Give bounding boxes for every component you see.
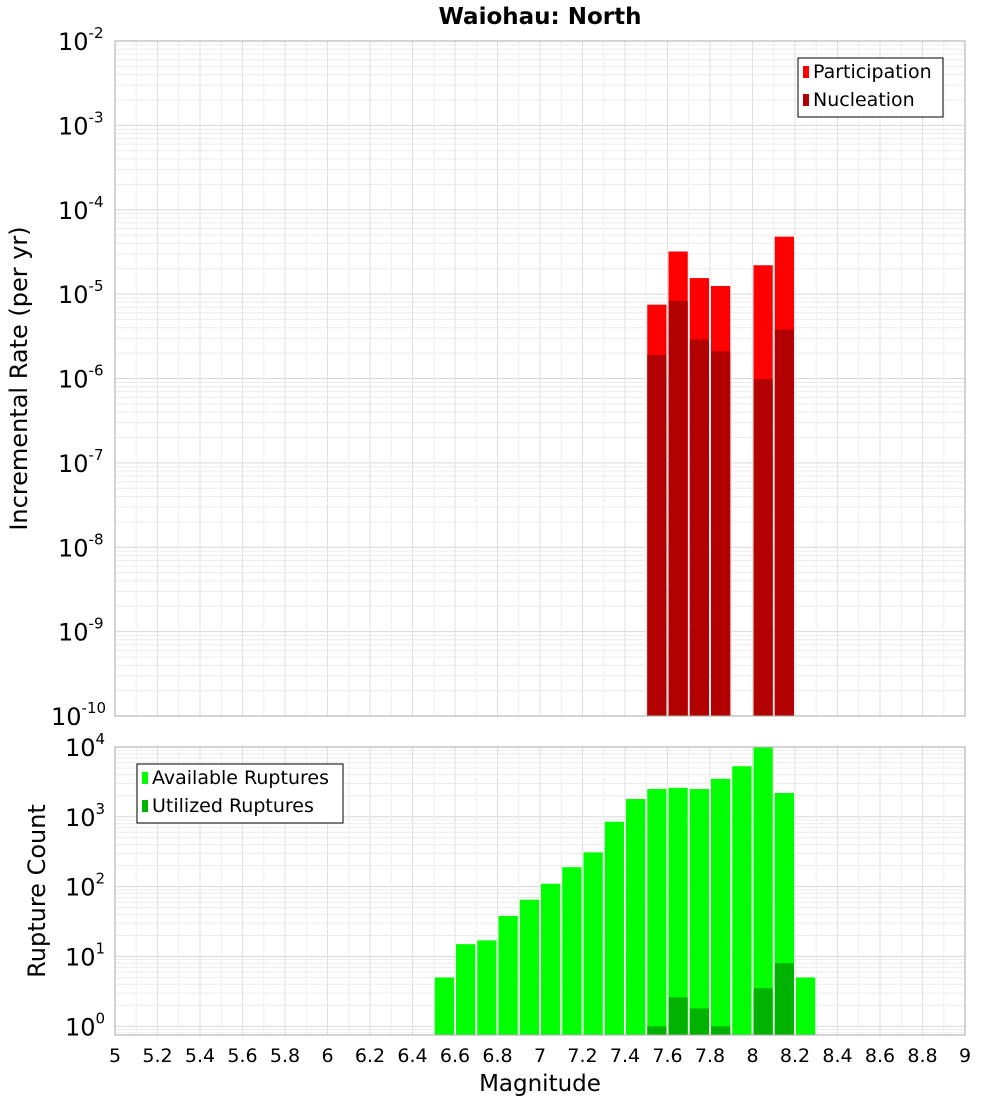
chart2-x-tick-label: 8.2 xyxy=(780,1045,810,1067)
chart2-legend-label: Available Ruptures xyxy=(152,767,329,789)
chart1-bar xyxy=(753,379,773,716)
chart2-legend-box xyxy=(136,763,344,824)
chart1-y-axis-label: Incremental Rate (per yr) xyxy=(5,226,33,530)
chart2-y-axis-label: Rupture Count xyxy=(23,804,51,978)
chart1-legend-box xyxy=(797,57,944,118)
chart2-x-tick-label: 6.6 xyxy=(440,1045,470,1067)
chart1-bar xyxy=(711,351,731,716)
chart2-legend-swatch xyxy=(142,800,148,812)
chart2-x-tick-label: 5.8 xyxy=(270,1045,300,1067)
chart2-x-tick-label: 7.6 xyxy=(652,1045,682,1067)
chart2-bar xyxy=(477,940,497,1035)
chart1-plot-frame xyxy=(114,40,966,717)
chart2-bar xyxy=(732,766,752,1035)
chart2-bar xyxy=(711,778,731,1035)
chart2-bar xyxy=(604,821,624,1035)
chart2-bar xyxy=(626,798,646,1035)
chart2-bar xyxy=(668,787,688,1035)
chart1-bar xyxy=(689,339,709,716)
chart2-bar xyxy=(753,747,773,1035)
chart2-bar xyxy=(456,944,476,1035)
chart2-bar xyxy=(668,997,688,1035)
chart2-x-tick-label: 8.6 xyxy=(865,1045,895,1067)
chart2-x-tick-label: 6 xyxy=(321,1045,333,1067)
chart1-y-tick-label: 10-10 xyxy=(51,699,106,731)
chart2-x-tick-label: 7.4 xyxy=(610,1045,640,1067)
chart1-y-tick-label: 10-8 xyxy=(58,530,104,562)
chart1-y-tick-label: 10-3 xyxy=(58,108,104,140)
chart2-plot-frame xyxy=(114,746,966,1036)
chart2-legend-label: Utilized Ruptures xyxy=(152,795,314,817)
chart1-legend-swatch xyxy=(803,66,809,78)
chart2-bar xyxy=(583,852,603,1035)
chart1-title: Waiohau: North xyxy=(439,4,642,30)
chart2-x-tick-label: 7.2 xyxy=(567,1045,597,1067)
chart1-legend-label: Nucleation xyxy=(813,89,915,111)
chart1-y-tick-label: 10-5 xyxy=(58,277,104,309)
chart2-x-tick-label: 8 xyxy=(746,1045,758,1067)
chart2-y-tick-label: 100 xyxy=(65,1009,105,1041)
chart2-x-tick-label: 5 xyxy=(109,1045,121,1067)
chart1-legend-label: Participation xyxy=(813,61,932,83)
chart2-bar xyxy=(689,789,709,1035)
chart1-y-tick-label: 10-9 xyxy=(58,615,104,647)
chart2-bar xyxy=(541,883,561,1035)
chart2-y-tick-label: 102 xyxy=(65,870,105,902)
chart2-x-axis-label: Magnitude xyxy=(479,1071,601,1097)
chart1-y-tick-label: 10-4 xyxy=(58,193,104,225)
chart1-bar xyxy=(668,300,688,716)
chart2-x-tick-label: 5.4 xyxy=(185,1045,215,1067)
chart2-bar xyxy=(647,789,667,1035)
chart2-bar xyxy=(519,899,539,1035)
chart1-bar xyxy=(647,354,667,716)
chart2-x-tick-label: 7.8 xyxy=(695,1045,725,1067)
chart2-bar xyxy=(562,867,582,1035)
chart2-x-tick-label: 8.8 xyxy=(907,1045,937,1067)
chart2-bar xyxy=(796,977,816,1035)
chart2-x-tick-label: 9 xyxy=(959,1045,971,1067)
chart1-y-tick-label: 10-2 xyxy=(58,24,104,56)
chart1-bar xyxy=(774,329,794,716)
chart1-y-tick-label: 10-6 xyxy=(58,362,104,394)
chart2-legend: Available Ruptures Utilized Ruptures xyxy=(136,763,344,824)
chart2-bar xyxy=(689,1008,709,1035)
chart2-bar xyxy=(498,915,518,1035)
chart2-y-tick-label: 104 xyxy=(65,730,105,762)
chart1-y-tick-label: 10-7 xyxy=(58,446,104,478)
chart2-legend-swatch xyxy=(142,772,148,784)
chart2-x-tick-label: 6.8 xyxy=(482,1045,512,1067)
chart2-bar xyxy=(647,1026,667,1035)
chart2-x-tick-label: 7 xyxy=(534,1045,546,1067)
chart2-bar xyxy=(753,988,773,1035)
chart1-legend-swatch xyxy=(803,94,809,106)
chart2-bar xyxy=(434,977,454,1035)
chart2-y-tick-label: 103 xyxy=(65,800,105,832)
chart2-x-tick-label: 6.2 xyxy=(355,1045,385,1067)
chart1-grid xyxy=(114,40,966,717)
chart2-x-tick-label: 6.4 xyxy=(397,1045,427,1067)
chart2-x-tick-label: 5.2 xyxy=(142,1045,172,1067)
chart2-x-tick-label: 8.4 xyxy=(822,1045,852,1067)
chart1-series-2 xyxy=(647,300,794,716)
chart2-bar xyxy=(774,963,794,1035)
chart2-x-tick-label: 5.6 xyxy=(227,1045,257,1067)
chart2-y-tick-label: 101 xyxy=(65,939,105,971)
chart2-series-2 xyxy=(647,963,794,1035)
chart2-bar xyxy=(711,1026,731,1035)
chart1-legend: Participation Nucleation xyxy=(797,57,944,118)
